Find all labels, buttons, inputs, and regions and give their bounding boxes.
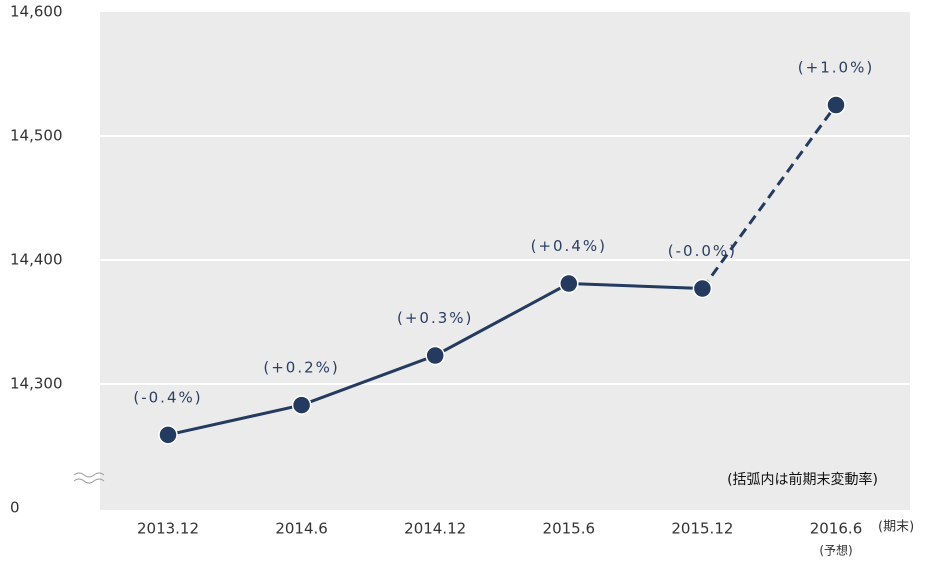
x-tick-label: 2016.6: [810, 520, 863, 538]
break-mark: [73, 472, 105, 478]
annotation: (+0.4%): [531, 237, 607, 255]
annotation: (+1.0%): [798, 59, 874, 77]
x-tick-label: 2015.12: [671, 520, 733, 538]
x-tick-note: (予想): [819, 543, 852, 558]
y-tick-label: 14,500: [10, 127, 63, 145]
point: [291, 395, 312, 415]
note: (括弧内は前期末変動率): [727, 471, 878, 488]
forecast-line: [701, 104, 838, 290]
annotation: (-0.0%): [668, 242, 737, 260]
point: [158, 425, 178, 445]
x-tick-label: 2014.6: [275, 520, 328, 538]
axis-break: [73, 472, 105, 484]
y-tick-label: 14,400: [10, 251, 63, 269]
annotation: (+0.2%): [263, 359, 339, 377]
x-tick-label: 2015.6: [543, 520, 596, 538]
x-unit: (期末): [878, 520, 914, 535]
point: [559, 273, 579, 294]
point: [826, 95, 846, 115]
point: [692, 278, 713, 299]
annotation: (-0.4%): [133, 388, 202, 406]
y-tick-label: 0: [10, 499, 20, 517]
x-tick-label: 2013.12: [137, 520, 199, 538]
y-tick-label: 14,300: [10, 375, 63, 393]
point: [425, 345, 445, 366]
y-tick-label: 14,600: [10, 3, 63, 21]
break-mark: [73, 478, 105, 484]
annotation: (+0.3%): [397, 309, 473, 327]
x-tick-label: 2014.12: [404, 520, 466, 538]
